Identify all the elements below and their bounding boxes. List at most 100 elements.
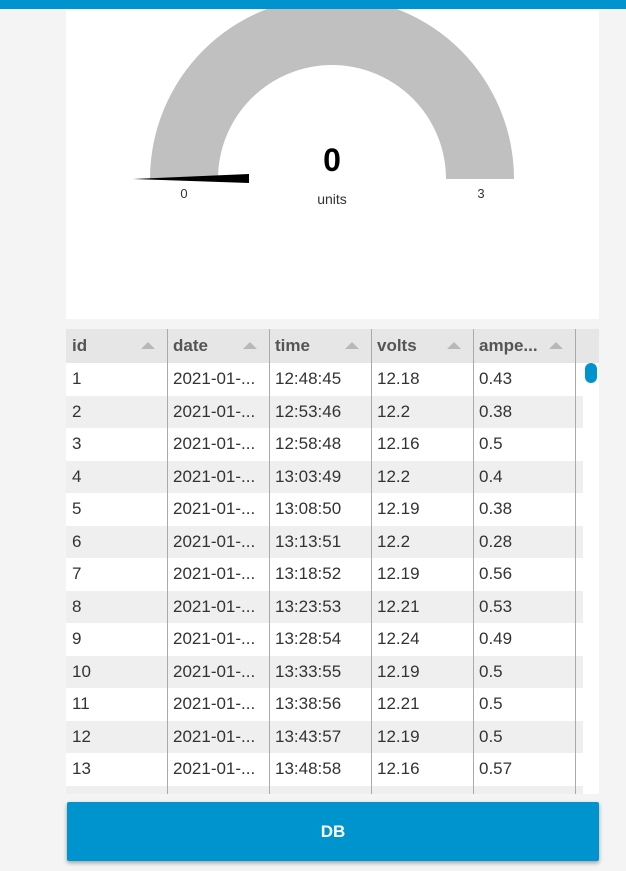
gauge-max-label: 3 <box>477 186 485 201</box>
table-cell: 3 <box>66 428 168 461</box>
header-filler <box>583 329 599 363</box>
table-cell: 0.38 <box>474 493 576 526</box>
table-cell: 9 <box>66 623 168 656</box>
sort-arrow-icon[interactable] <box>243 342 257 349</box>
table-cell: 10 <box>66 655 168 688</box>
table-cell: 11 <box>66 688 168 721</box>
sort-arrow-icon[interactable] <box>447 342 461 349</box>
table-row[interactable]: 9 2021-01-... 13:28:54 12.24 0.49 <box>66 623 583 656</box>
table-cell: 12:58:48 <box>270 428 372 461</box>
table-cell: 13:38:56 <box>270 688 372 721</box>
table-cell: 4 <box>66 460 168 493</box>
column-header-amperes[interactable]: ampe... <box>474 329 576 363</box>
table-cell: 0.5 <box>474 655 576 688</box>
table-cell: 12.2 <box>372 525 474 558</box>
sort-arrow-icon[interactable] <box>141 342 155 349</box>
gauge-units: units <box>317 191 347 207</box>
table-row[interactable]: 4 2021-01-... 13:03:49 12.2 0.4 <box>66 460 583 493</box>
column-header-label: time <box>275 336 310 355</box>
table-row[interactable]: 11 2021-01-... 13:38:56 12.21 0.5 <box>66 688 583 721</box>
table-cell: 2021-01-... <box>168 720 270 753</box>
table-cell: 0.28 <box>474 525 576 558</box>
table-cell: 0.49 <box>474 623 576 656</box>
table-cell: 2021-01-... <box>168 460 270 493</box>
table-cell: 2021-01-... <box>168 493 270 526</box>
table-cell: 6 <box>66 525 168 558</box>
sort-arrow-icon[interactable] <box>549 342 563 349</box>
table-cell: 13:23:53 <box>270 590 372 623</box>
gauge-card: 0 units 0 3 <box>66 9 599 319</box>
column-header-time[interactable]: time <box>270 329 372 363</box>
db-button[interactable]: DB <box>67 802 599 861</box>
table-cell <box>168 785 270 794</box>
table-row[interactable]: 2 2021-01-... 12:53:46 12.2 0.38 <box>66 395 583 428</box>
table-cell: 12.16 <box>372 753 474 786</box>
table-cell: 2021-01-... <box>168 623 270 656</box>
table-scrollbar[interactable] <box>583 363 599 794</box>
table-cell: 12.2 <box>372 395 474 428</box>
table-cell: 2021-01-... <box>168 655 270 688</box>
table-row[interactable]: 5 2021-01-... 13:08:50 12.19 0.38 <box>66 493 583 526</box>
table-cell: 13 <box>66 753 168 786</box>
table-row[interactable]: 6 2021-01-... 13:13:51 12.2 0.28 <box>66 525 583 558</box>
table-cell: 12.19 <box>372 493 474 526</box>
table-cell: 2021-01-... <box>168 688 270 721</box>
table-cell: 2021-01-... <box>168 753 270 786</box>
sort-arrow-icon[interactable] <box>345 342 359 349</box>
table-cell: 2021-01-... <box>168 395 270 428</box>
table-cell: 12 <box>66 720 168 753</box>
data-table: id date time volts ampe... 1 2021-01-... 1… <box>66 329 599 794</box>
table-cell: 13:33:55 <box>270 655 372 688</box>
table-cell: 12.21 <box>372 590 474 623</box>
table-cell: 13:28:54 <box>270 623 372 656</box>
table-cell: 12.19 <box>372 720 474 753</box>
table-row[interactable]: 13 2021-01-... 13:48:58 12.16 0.57 <box>66 753 583 786</box>
table-cell: 13:08:50 <box>270 493 372 526</box>
table-cell <box>474 785 576 794</box>
table-cell: 12:53:46 <box>270 395 372 428</box>
table-cell: 1 <box>66 363 168 396</box>
gauge <box>133 9 514 183</box>
table-row[interactable]: 10 2021-01-... 13:33:55 12.19 0.5 <box>66 655 583 688</box>
table-row[interactable]: 3 2021-01-... 12:58:48 12.16 0.5 <box>66 428 583 461</box>
table-cell: 2 <box>66 395 168 428</box>
table-cell: 12:48:45 <box>270 363 372 396</box>
table-cell: 0.53 <box>474 590 576 623</box>
table-cell: 8 <box>66 590 168 623</box>
table-cell: 0.43 <box>474 363 576 396</box>
column-header-date[interactable]: date <box>168 329 270 363</box>
table-row[interactable] <box>66 785 583 794</box>
gauge-min-label: 0 <box>180 186 188 201</box>
table-cell: 13:13:51 <box>270 525 372 558</box>
table-row[interactable]: 8 2021-01-... 13:23:53 12.21 0.53 <box>66 590 583 623</box>
table-cell: 12.19 <box>372 558 474 591</box>
table-cell: 13:48:58 <box>270 753 372 786</box>
column-header-label: ampe... <box>479 336 538 355</box>
table-cell: 12.24 <box>372 623 474 656</box>
table-cell: 12.19 <box>372 655 474 688</box>
gauge-track <box>150 9 514 179</box>
column-header-volts[interactable]: volts <box>372 329 474 363</box>
scrollbar-thumb[interactable] <box>585 363 597 383</box>
table-row[interactable]: 1 2021-01-... 12:48:45 12.18 0.43 <box>66 363 583 396</box>
table-cell: 2021-01-... <box>168 363 270 396</box>
gauge-value: 0 <box>323 142 341 178</box>
table-row[interactable]: 12 2021-01-... 13:43:57 12.19 0.5 <box>66 720 583 753</box>
table-cell: 7 <box>66 558 168 591</box>
table-cell: 13:18:52 <box>270 558 372 591</box>
table-cell: 0.5 <box>474 720 576 753</box>
table-cell: 12.2 <box>372 460 474 493</box>
table-cell: 2021-01-... <box>168 558 270 591</box>
table-header: id date time volts ampe... <box>66 329 583 364</box>
table-row[interactable]: 7 2021-01-... 13:18:52 12.19 0.56 <box>66 558 583 591</box>
column-header-id[interactable]: id <box>66 329 168 363</box>
table-cell <box>270 785 372 794</box>
table-cell: 0.5 <box>474 428 576 461</box>
table-cell <box>66 785 168 794</box>
table-cell: 5 <box>66 493 168 526</box>
table-cell: 0.4 <box>474 460 576 493</box>
table-cell: 0.56 <box>474 558 576 591</box>
table-cell <box>372 785 474 794</box>
gauge-needle <box>133 174 249 183</box>
table-cell: 13:03:49 <box>270 460 372 493</box>
